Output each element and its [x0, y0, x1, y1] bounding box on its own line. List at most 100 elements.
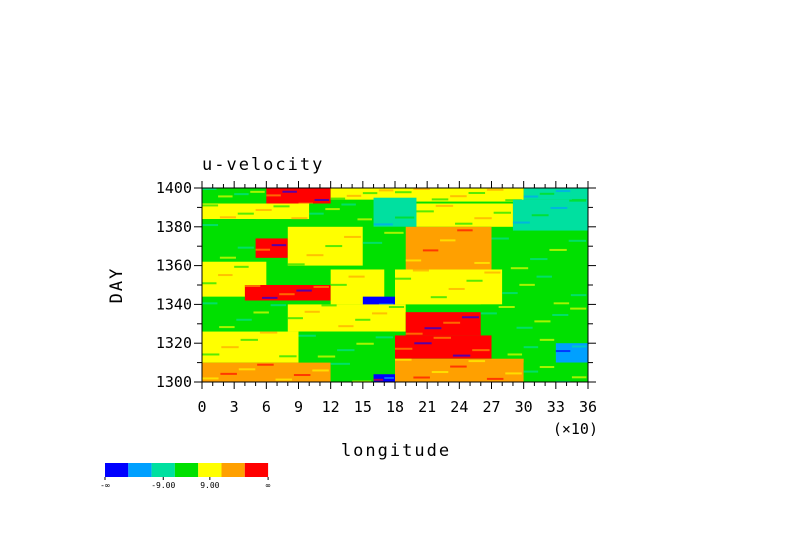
field-streak — [338, 325, 354, 328]
field-streak — [571, 376, 587, 379]
field-streak — [202, 224, 219, 227]
field-streak — [395, 216, 415, 219]
field-streak — [355, 318, 371, 321]
x-tick-labels: 0 3 6 9 12 15 18 21 24 27 30 33 36 — [197, 398, 597, 416]
x-axis-multiplier: (×10) — [553, 420, 598, 438]
field-streak — [325, 208, 340, 211]
x-tick-label: 30 — [515, 398, 533, 416]
field-streak — [357, 218, 372, 221]
field-streak — [330, 283, 347, 286]
field-streak — [341, 203, 356, 206]
field-streak — [443, 321, 461, 324]
field-streak — [291, 217, 308, 220]
field-streak — [413, 376, 430, 379]
field-band — [395, 335, 492, 359]
field-streak — [502, 292, 518, 295]
field-streak — [555, 380, 571, 382]
field-streak — [422, 249, 439, 252]
field-streak — [202, 377, 219, 380]
field-streak — [266, 194, 281, 197]
field-streak — [468, 360, 486, 363]
field-streak — [304, 310, 320, 313]
field-band — [373, 197, 417, 227]
field-streak — [486, 377, 504, 380]
field-streak — [262, 296, 278, 299]
x-tick-label: 3 — [230, 398, 239, 416]
field-streak — [433, 336, 451, 339]
field-streak — [530, 258, 548, 261]
field-streak — [348, 275, 365, 278]
colorbar-swatch — [221, 463, 245, 477]
field-streak — [309, 212, 324, 215]
y-tick-label: 1400 — [156, 179, 192, 197]
field-streak — [384, 376, 394, 379]
field-streak — [312, 369, 329, 372]
field-streak — [287, 263, 305, 266]
field-streak — [507, 353, 523, 356]
y-tick-label: 1380 — [156, 218, 192, 236]
field-streak — [352, 380, 372, 382]
field-streak — [257, 363, 274, 366]
field-streak — [549, 248, 567, 251]
field-band — [491, 230, 588, 270]
field-streak — [237, 212, 254, 215]
x-tick-label: 0 — [197, 398, 206, 416]
field-streak — [568, 239, 587, 242]
field-streak — [234, 265, 249, 268]
field-band — [512, 199, 588, 231]
field-streak — [498, 305, 515, 308]
field-streak — [330, 197, 346, 200]
colorbar-label: ∞ — [266, 481, 271, 490]
field-band — [395, 188, 524, 202]
field-streak — [282, 190, 297, 193]
field-streak — [219, 256, 236, 259]
field-streak — [395, 191, 412, 194]
y-tick-label: 1340 — [156, 295, 192, 313]
axis-ticks — [194, 181, 596, 389]
field-streak — [313, 285, 329, 288]
field-streak — [259, 331, 278, 334]
field-streak — [486, 188, 504, 191]
field-streak — [395, 358, 412, 361]
field-streak — [570, 294, 587, 297]
y-tick-label: 1360 — [156, 257, 192, 275]
field-streak — [455, 222, 473, 225]
field-streak — [405, 259, 422, 262]
x-tick-label: 6 — [262, 398, 271, 416]
field-streak — [271, 244, 287, 247]
x-tick-label: 12 — [322, 398, 340, 416]
field-streak — [314, 198, 330, 201]
field-streak — [287, 317, 303, 320]
field-streak — [452, 354, 471, 357]
field-streak — [539, 366, 555, 369]
field-streak — [395, 277, 412, 280]
field-streak — [450, 195, 467, 198]
field-streak — [373, 378, 384, 381]
field-streak — [550, 206, 568, 209]
field-streak — [250, 190, 265, 193]
field-streak — [416, 210, 434, 213]
field-streak — [523, 346, 539, 349]
field-streak — [344, 235, 361, 238]
field-band — [202, 203, 310, 220]
x-axis-label: longitude — [341, 441, 451, 461]
field-streak — [534, 320, 551, 323]
field-streak — [356, 342, 374, 345]
field-streak — [414, 342, 432, 345]
field-streak — [279, 293, 295, 296]
field-streak — [325, 245, 343, 248]
colorbar-label: -∞ — [100, 481, 110, 490]
field-streak — [468, 191, 486, 194]
field-streak — [430, 296, 447, 299]
field-streak — [293, 374, 311, 377]
field-streak — [306, 254, 324, 257]
field-band — [330, 188, 395, 200]
field-streak — [552, 313, 569, 316]
field-streak — [480, 312, 497, 315]
field-streak — [448, 287, 465, 290]
colorbar: -∞ -9.00 9.00 ∞ — [100, 463, 271, 490]
field-streak — [362, 241, 383, 244]
x-tick-label: 21 — [418, 398, 436, 416]
field-streak — [388, 305, 405, 308]
